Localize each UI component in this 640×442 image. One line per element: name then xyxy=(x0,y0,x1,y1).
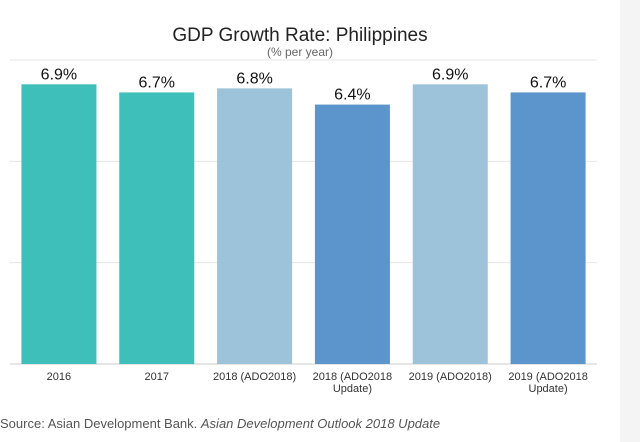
x-tick-label: Update) xyxy=(529,383,568,395)
bar-value-label: 6.9% xyxy=(41,66,77,83)
bar-value-label: 6.8% xyxy=(236,70,272,87)
bar xyxy=(510,92,586,364)
bar-value-label: 6.4% xyxy=(334,87,370,104)
x-tick-label: 2018 (ADO2018 xyxy=(313,371,393,383)
bar xyxy=(119,92,195,364)
x-tick-label: 2018 (ADO2018) xyxy=(213,371,296,383)
x-tick-label: Update) xyxy=(333,383,372,395)
bar xyxy=(21,84,97,364)
x-tick-label: 2016 xyxy=(47,371,71,383)
bar-chart: 6.9% 2016 6.7% 2017 6.8% 2018 (ADO2018) 6.4% 20… xyxy=(10,59,597,395)
x-tick-label: 2019 (ADO2018 xyxy=(508,371,588,383)
page-edge xyxy=(620,0,640,442)
bar-value-label: 6.7% xyxy=(530,74,566,91)
bar xyxy=(217,88,293,364)
source-publication: Asian Development Outlook 2018 Update xyxy=(200,416,441,431)
bar xyxy=(314,104,390,364)
x-tick-label: 2017 xyxy=(145,371,169,383)
x-tick-label: 2019 (ADO2018) xyxy=(409,371,492,383)
chart-subtitle: (% per year) xyxy=(266,45,334,59)
source-prefix: Source: Asian Development Bank. xyxy=(0,416,201,431)
bar xyxy=(412,84,488,364)
chart-title: GDP Growth Rate: Philippines xyxy=(172,25,428,46)
source-note: Source: Asian Development Bank. Asian De… xyxy=(0,416,440,431)
bar-value-label: 6.7% xyxy=(139,74,175,91)
bar-value-label: 6.9% xyxy=(432,66,468,83)
